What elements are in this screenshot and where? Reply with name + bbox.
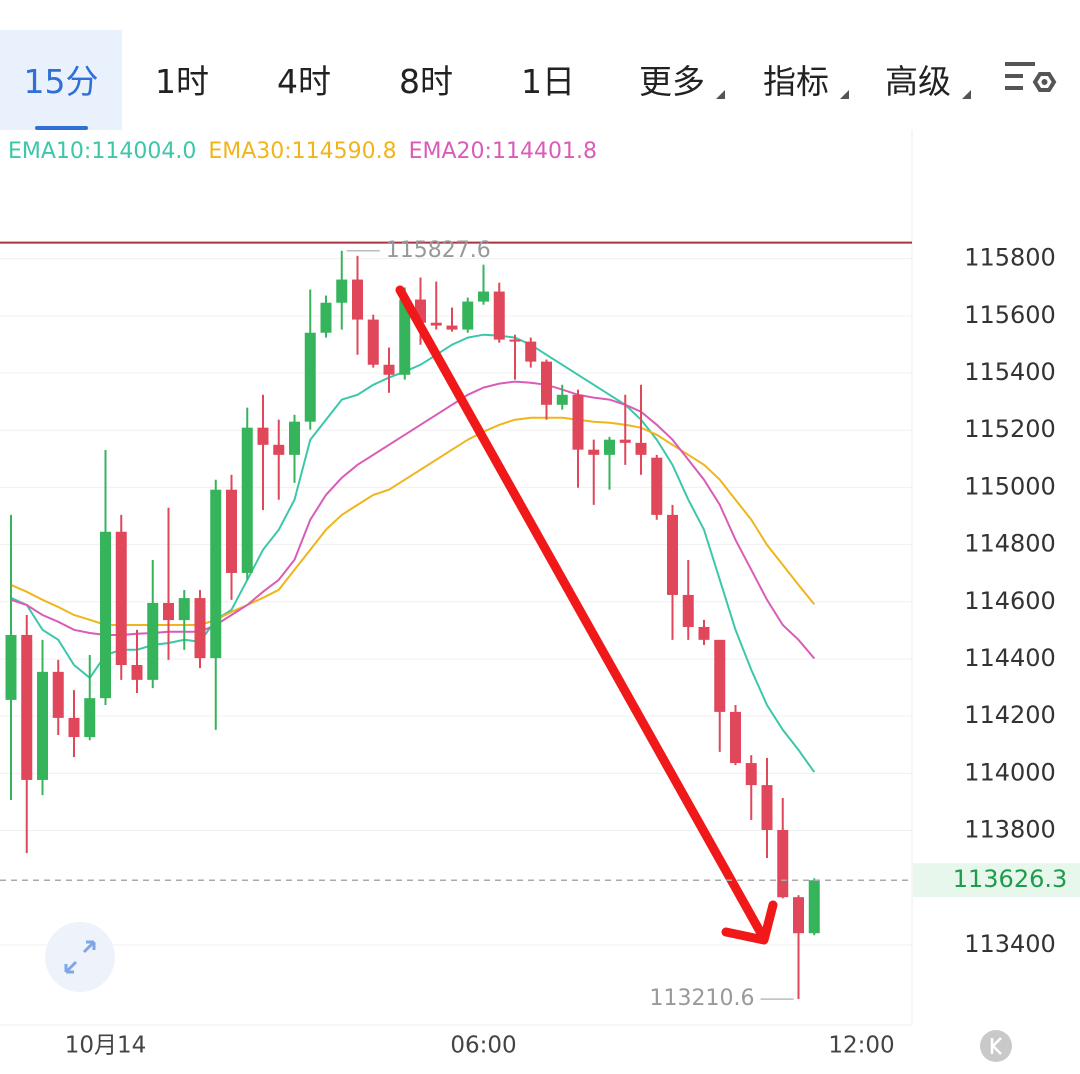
tab[interactable]: 更多 bbox=[639, 62, 705, 101]
tab[interactable]: 1日 bbox=[521, 62, 575, 101]
annotation-arrowhead bbox=[721, 900, 778, 945]
timeframe-tabs: 15分 1时 4时 8时 1日 更多 指标 高级 bbox=[0, 30, 1080, 130]
dropdown-indicator bbox=[840, 90, 849, 99]
candle-body bbox=[635, 442, 647, 455]
expand-icon bbox=[64, 940, 96, 974]
candle-body bbox=[241, 427, 253, 573]
y-tick-label: 114000 bbox=[964, 758, 1056, 786]
candle-body bbox=[147, 602, 159, 680]
y-tick-label: 115000 bbox=[964, 472, 1056, 500]
legend-entry: EMA20:114401.8 bbox=[409, 139, 597, 164]
ema-line bbox=[10, 416, 816, 626]
y-tick-label: 114600 bbox=[964, 587, 1056, 615]
y-tick-label: 113400 bbox=[964, 930, 1056, 958]
y-tick-label: 115800 bbox=[964, 244, 1056, 272]
candle-body bbox=[320, 302, 332, 333]
low-label: 113210.6 bbox=[650, 986, 755, 1011]
y-tick-label: 115600 bbox=[964, 301, 1056, 329]
candle-body bbox=[21, 634, 33, 780]
y-tick-label: 113800 bbox=[964, 816, 1056, 844]
k-button bbox=[980, 1030, 1012, 1062]
candle-body bbox=[52, 671, 64, 718]
y-tick-label: 114200 bbox=[964, 701, 1056, 729]
candle-body bbox=[5, 634, 17, 700]
candle-body bbox=[446, 325, 458, 330]
candle-body bbox=[493, 291, 505, 340]
tab[interactable]: 15分 bbox=[0, 30, 122, 130]
candle-body bbox=[667, 514, 678, 595]
candle-body bbox=[163, 602, 174, 621]
candle-body bbox=[682, 594, 694, 627]
candle-body bbox=[336, 279, 348, 303]
ema-line bbox=[10, 333, 816, 773]
candle-body bbox=[226, 489, 237, 573]
legend-entry: EMA10:114004.0 bbox=[8, 139, 196, 164]
x-tick-label: 06:00 bbox=[450, 1033, 516, 1059]
tab[interactable]: 高级 bbox=[885, 62, 951, 101]
candle-body bbox=[478, 291, 489, 302]
x-tick-label: 10月14 bbox=[65, 1033, 147, 1059]
candle-body bbox=[115, 531, 127, 665]
candle-body bbox=[131, 664, 143, 680]
k-icon bbox=[990, 1037, 1002, 1055]
candle-body bbox=[100, 531, 111, 699]
last-price-label: 113626.3 bbox=[953, 865, 1068, 893]
candle-body bbox=[698, 626, 710, 640]
candle-body bbox=[556, 394, 568, 405]
candle-body bbox=[604, 439, 615, 455]
candle-body bbox=[84, 698, 96, 738]
dropdown-indicator bbox=[962, 90, 971, 99]
candle-body bbox=[352, 279, 363, 320]
tab-underline bbox=[35, 126, 88, 130]
tab[interactable]: 指标 bbox=[763, 62, 829, 101]
annotation-arrow bbox=[395, 285, 767, 940]
candle-body bbox=[37, 671, 48, 780]
candle-body bbox=[462, 301, 474, 330]
candle-body bbox=[68, 717, 80, 738]
candle-body bbox=[541, 361, 552, 405]
y-tick-label: 114800 bbox=[964, 530, 1056, 558]
candle-body bbox=[808, 880, 820, 934]
candle-body bbox=[651, 457, 663, 515]
candle-body bbox=[399, 299, 411, 375]
high-label: 115827.6 bbox=[386, 238, 491, 263]
candle-body bbox=[793, 897, 804, 934]
x-tick-label: 12:00 bbox=[828, 1033, 894, 1059]
candle-body bbox=[383, 364, 395, 375]
settings-icon[interactable] bbox=[1003, 60, 1057, 104]
last-price-tag bbox=[913, 863, 1080, 898]
expand-button bbox=[45, 922, 115, 992]
legend-entry: EMA30:114590.8 bbox=[208, 139, 396, 164]
candle-body bbox=[619, 439, 631, 443]
candle-body bbox=[210, 489, 222, 659]
candle-body bbox=[367, 319, 379, 365]
candle-body bbox=[588, 449, 600, 455]
candle-body bbox=[430, 322, 442, 326]
y-tick-label: 115200 bbox=[964, 415, 1056, 443]
candle-body bbox=[745, 763, 757, 786]
candle-body bbox=[525, 341, 537, 362]
candle-body bbox=[257, 427, 269, 445]
y-tick-label: 114400 bbox=[964, 644, 1056, 672]
candle-body bbox=[304, 332, 316, 422]
candle-body bbox=[572, 394, 584, 450]
candle-body bbox=[289, 421, 300, 455]
candle-body bbox=[714, 639, 726, 712]
ema-line bbox=[10, 380, 816, 660]
dropdown-indicator bbox=[716, 90, 725, 99]
candle-body bbox=[761, 785, 773, 830]
y-tick-label: 115400 bbox=[964, 358, 1056, 386]
candle-body bbox=[415, 299, 426, 323]
candle-body bbox=[194, 598, 206, 659]
tab[interactable]: 1时 bbox=[155, 62, 209, 101]
candle-body bbox=[730, 711, 741, 764]
candle-body bbox=[777, 829, 789, 898]
candle-body bbox=[273, 444, 285, 455]
candle-body bbox=[178, 598, 190, 621]
candle-body bbox=[509, 339, 521, 342]
tab[interactable]: 8时 bbox=[399, 62, 453, 101]
tab[interactable]: 4时 bbox=[277, 62, 331, 101]
